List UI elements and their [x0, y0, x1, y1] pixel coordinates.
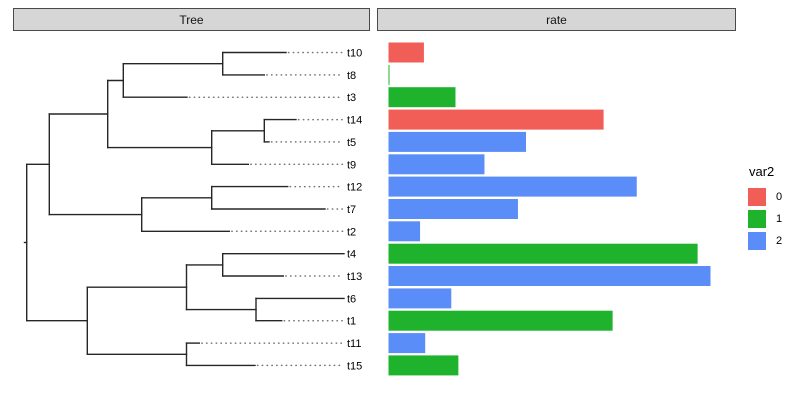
tip-label: t11: [347, 338, 361, 350]
rate-bar-t15: [388, 355, 459, 376]
tip-label: t15: [347, 360, 362, 372]
rate-bar-t5: [388, 131, 526, 152]
legend-entry: 2: [748, 230, 782, 252]
rate-bar-t14: [388, 109, 604, 130]
rate-bar-t2: [388, 221, 421, 242]
tip-label: t13: [347, 271, 362, 283]
tip-label: t5: [347, 137, 356, 149]
tip-label: t3: [347, 92, 356, 104]
rate-bar-t12: [388, 176, 637, 197]
legend-key-swatch-1: [748, 210, 766, 228]
rate-bar-t9: [388, 154, 485, 175]
legend-key-swatch-2: [748, 232, 766, 250]
rate-bar-t8: [388, 64, 390, 85]
tip-label: t6: [347, 293, 356, 305]
facet-strip-tree: Tree: [13, 8, 370, 31]
legend-entry: 0: [748, 186, 782, 208]
facet-strip-tree-label: Tree: [179, 12, 204, 27]
legend-entry: 1: [748, 208, 782, 230]
legend-entry-label: 0: [776, 191, 783, 203]
rate-bar-t10: [388, 42, 424, 63]
tip-label: t8: [347, 70, 356, 82]
legend-entry-label: 2: [776, 235, 783, 247]
rate-bar-t6: [388, 288, 452, 309]
rate-bar-t1: [388, 310, 613, 331]
rate-bar-t11: [388, 333, 426, 354]
legend-entry-label: 1: [776, 213, 783, 225]
rate-bar-t3: [388, 87, 456, 108]
facet-strip-rate-label: rate: [546, 12, 567, 27]
legend: var2 0 1 2: [748, 164, 782, 252]
facet-strip-rate: rate: [377, 8, 736, 31]
tip-label: t14: [347, 115, 362, 127]
legend-title: var2: [749, 164, 775, 179]
tip-label: t4: [347, 249, 356, 261]
tip-label: t2: [347, 226, 356, 238]
rate-bar-t7: [388, 199, 518, 219]
rate-bar-t13: [388, 266, 711, 286]
rate-bar-t4: [388, 243, 698, 264]
tip-label: t10: [347, 48, 362, 60]
tip-label: t7: [347, 204, 356, 216]
tip-label: t1: [347, 316, 356, 328]
tip-label: t9: [347, 159, 356, 171]
tip-label: t12: [347, 182, 362, 194]
legend-key-swatch-0: [748, 188, 766, 206]
